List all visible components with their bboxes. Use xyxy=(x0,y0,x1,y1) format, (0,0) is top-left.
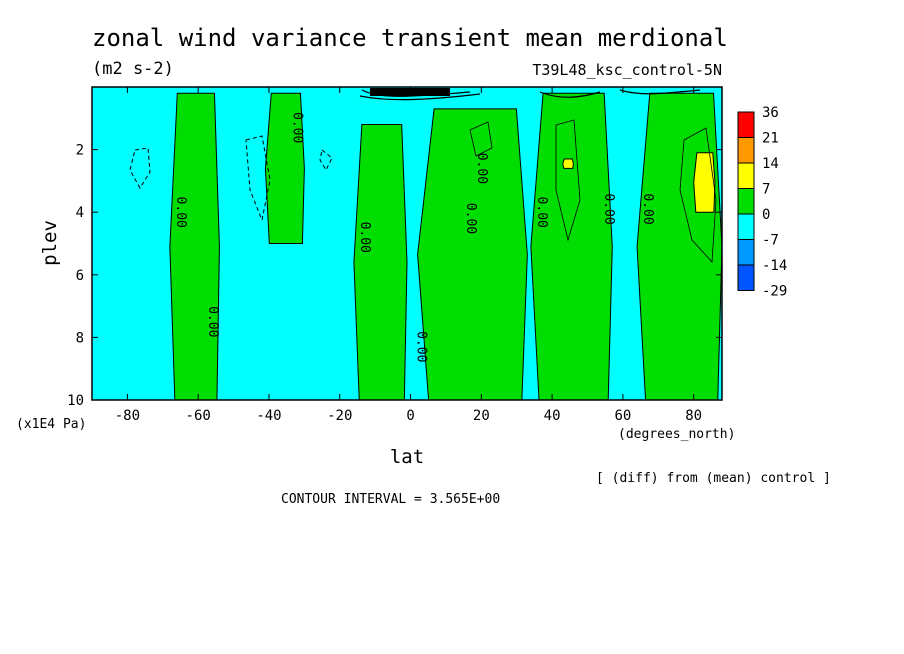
x-tick-label: 40 xyxy=(544,408,561,424)
colorbar-swatch xyxy=(737,137,755,164)
negative-contour xyxy=(129,147,151,189)
contour-label: 0.00 xyxy=(290,112,305,143)
colorbar-swatch xyxy=(737,213,755,240)
top-band-contours xyxy=(359,89,701,101)
x-axis-title: lat xyxy=(390,446,424,468)
colorbar-label: -14 xyxy=(762,258,787,274)
contour-regions xyxy=(169,92,723,401)
x-tick-label: -60 xyxy=(186,408,211,424)
positive-contour xyxy=(469,121,493,157)
region-0 xyxy=(169,92,220,401)
plot-frame xyxy=(91,86,723,401)
region-2 xyxy=(353,124,408,401)
region-1 xyxy=(264,92,305,244)
negative-contour xyxy=(319,149,333,172)
top-band-fill xyxy=(370,88,450,96)
x-axis: -80 -60 -40 -20 0 20 40 60 80 xyxy=(115,87,702,424)
colorbar-label: 0 xyxy=(762,207,770,223)
y-tick-label: 4 xyxy=(76,205,84,221)
colorbar-swatch xyxy=(737,239,755,266)
chart-units: (m2 s-2) xyxy=(92,59,174,79)
colorbar-label: 36 xyxy=(762,105,779,121)
y-tick-label: 8 xyxy=(76,330,84,346)
contour-label: 0.00 xyxy=(474,153,489,184)
plot-area: 0.00 0.00 0.00 0.00 0.00 0.00 0.00 0.00 0.00 0.00 xyxy=(91,86,723,401)
region-4 xyxy=(530,92,613,401)
contour-label: 0.00 xyxy=(640,193,655,224)
region-3 xyxy=(417,108,528,401)
x-units-label: (degrees_north) xyxy=(618,427,735,442)
y-units-label: (x1E4 Pa) xyxy=(16,417,86,432)
region-7 xyxy=(562,158,574,169)
x-tick-label: 60 xyxy=(614,408,631,424)
contour-label: 0.00 xyxy=(205,306,220,337)
colorbar-swatch xyxy=(737,162,755,189)
chart-title: zonal wind variance transient mean merdi… xyxy=(92,24,728,52)
contour-label: 0.00 xyxy=(534,197,549,228)
contour-label: 0.00 xyxy=(463,203,478,234)
colorbar: 36 21 14 7 0 -7 -14 -29 xyxy=(737,105,787,300)
diff-note: [ (diff) from (mean) control ] xyxy=(596,471,831,486)
contour-interval: CONTOUR INTERVAL = 3.565E+00 xyxy=(281,492,500,507)
x-tick-label: -80 xyxy=(115,408,140,424)
x-tick-label: 0 xyxy=(406,408,414,424)
y-axis: 2 4 6 8 10 xyxy=(67,143,722,409)
colorbar-label: 14 xyxy=(762,156,779,172)
contour-label: 0.00 xyxy=(357,222,372,253)
contour-label: 0.00 xyxy=(173,197,188,228)
y-tick-label: 2 xyxy=(76,143,84,159)
colorbar-swatch xyxy=(737,111,755,138)
negative-contour xyxy=(245,135,271,222)
contour-labels: 0.00 0.00 0.00 0.00 0.00 0.00 0.00 0.00 0.00 0.00 xyxy=(173,112,655,362)
run-label: T39L48_ksc_control-5N xyxy=(532,61,722,79)
y-tick-label: 10 xyxy=(67,393,84,409)
colorbar-label: 7 xyxy=(762,182,770,198)
colorbar-swatch xyxy=(737,264,755,291)
colorbar-label: -7 xyxy=(762,233,779,249)
colorbar-label: 21 xyxy=(762,131,779,147)
colorbar-swatch xyxy=(737,188,755,215)
positive-contour xyxy=(679,127,717,263)
region-5 xyxy=(636,92,723,401)
y-axis-title: plev xyxy=(39,220,61,266)
x-tick-label: -20 xyxy=(327,408,352,424)
region-6 xyxy=(693,152,716,213)
contour-label: 0.00 xyxy=(414,331,429,362)
x-tick-label: 80 xyxy=(685,408,702,424)
x-tick-label: 20 xyxy=(473,408,490,424)
contour-label: 0.00 xyxy=(601,193,616,224)
colorbar-label: -29 xyxy=(762,284,787,300)
y-tick-label: 6 xyxy=(76,268,84,284)
x-tick-label: -40 xyxy=(256,408,281,424)
positive-contour xyxy=(555,119,581,242)
